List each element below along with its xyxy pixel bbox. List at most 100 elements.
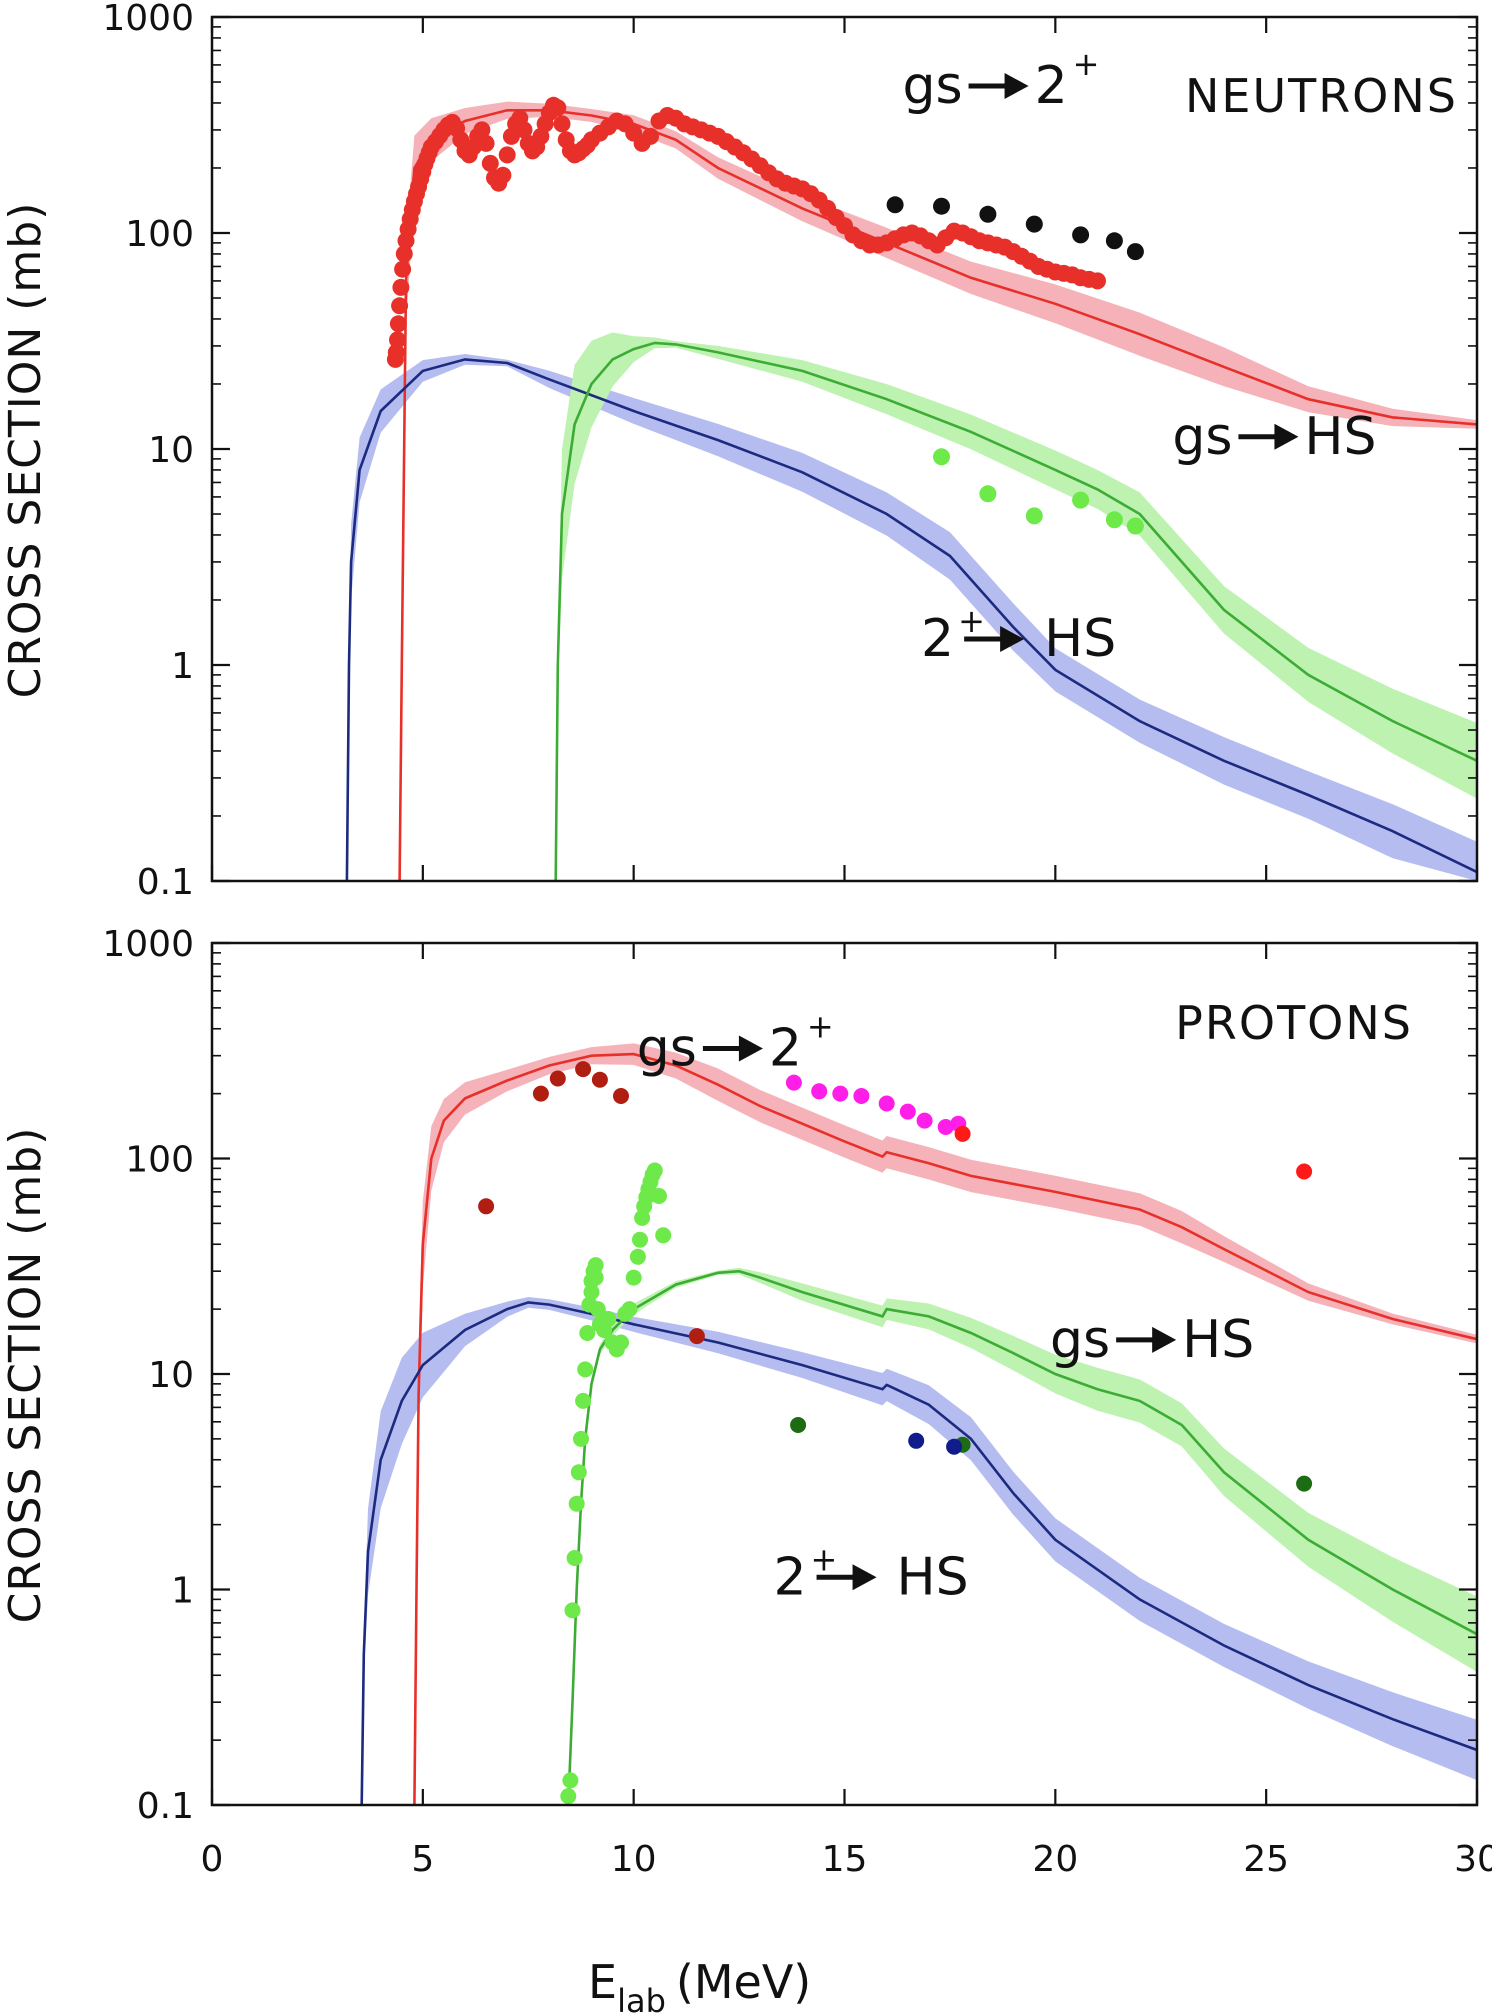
protons-data-point [621, 1301, 638, 1318]
neutrons-data-point [1089, 272, 1106, 290]
protons-annotation-rhs: HS [1182, 1310, 1254, 1370]
neutrons-annotation-rhs-sup: + [1073, 45, 1100, 83]
protons-y-tick-label: 100 [125, 1140, 194, 1181]
neutrons-series-band-2 [555, 332, 1477, 881]
protons-panel: 0 5 10 15 20 25 30 0.1 1 10 100 1000 CROSS SECTION … [0, 924, 1492, 1880]
neutrons-annotation-rhs: HS [1304, 407, 1376, 467]
neutrons-data-point [498, 146, 516, 164]
neutrons-annotation-0: gs 2 + [902, 45, 1099, 116]
neutrons-series-line-2 [554, 341, 1478, 882]
protons-data-point [560, 1788, 577, 1805]
protons-y-tick-label: 1000 [102, 924, 194, 965]
protons-data-point [587, 1257, 604, 1274]
protons-x-tick-label: 25 [1243, 1839, 1289, 1880]
protons-annotation-rhs: HS [897, 1547, 969, 1607]
neutrons-annotation-arrowhead [1274, 423, 1299, 450]
protons-x-tick-label: 0 [201, 1839, 224, 1880]
protons-data-point [811, 1083, 828, 1100]
neutrons-data-point [392, 278, 410, 296]
protons-annotation-1: gs HS [1050, 1310, 1254, 1370]
protons-data-point [646, 1162, 663, 1179]
neutrons-data-point [1105, 511, 1123, 529]
protons-data-point [577, 1361, 594, 1378]
protons-data-point [1296, 1475, 1313, 1492]
protons-data-point [785, 1074, 802, 1091]
neutrons-annotation-1: gs HS [1172, 407, 1376, 467]
protons-data-point [573, 1430, 589, 1447]
protons-x-tick-label: 20 [1032, 1839, 1078, 1880]
protons-data-point [629, 1248, 646, 1265]
protons-series-band-1 [361, 1297, 1478, 1805]
neutrons-data-point [494, 166, 512, 184]
neutrons-annotation-rhs: HS [1044, 609, 1116, 669]
neutrons-panel: 0.1 1 10 100 1000 CROSS SECTION (mb) NEUTRON… [0, 0, 1479, 903]
neutrons-data-point [886, 196, 904, 214]
x-axis-label-main: E [588, 1955, 617, 2009]
neutrons-annotation-lhs: gs [1172, 407, 1232, 467]
neutrons-data-point [394, 260, 412, 278]
protons-series-line-0 [413, 1052, 1478, 1806]
neutrons-data-point [1126, 517, 1144, 535]
protons-data-point [632, 1231, 648, 1248]
neutrons-data-point [477, 134, 495, 152]
protons-data-point [575, 1061, 592, 1078]
neutrons-annotation-arrowhead [1004, 72, 1029, 99]
neutrons-data-point [979, 485, 997, 503]
protons-data-point [625, 1269, 642, 1286]
protons-data-point [568, 1495, 585, 1512]
neutrons-data-point [389, 315, 407, 333]
protons-data-point [651, 1188, 667, 1204]
protons-data-point [583, 1284, 600, 1301]
protons-annotation-arrowhead [1152, 1326, 1177, 1353]
protons-series-line-1 [360, 1301, 1478, 1806]
protons-annotation-rhs-sup: + [807, 1008, 834, 1046]
protons-data-point [916, 1112, 933, 1129]
protons-data-point [878, 1095, 895, 1112]
protons-data-point [853, 1088, 870, 1104]
protons-data-point [579, 1325, 596, 1341]
neutrons-data-point [1105, 232, 1123, 250]
protons-annotation-0: gs 2 + [637, 1008, 834, 1079]
protons-data-point [954, 1125, 971, 1142]
protons-data-point [589, 1301, 606, 1318]
neutrons-annotation-2: 2 + HS [921, 602, 1116, 669]
protons-data-point [1296, 1163, 1313, 1180]
protons-data-point [570, 1464, 587, 1481]
protons-annotation-lhs: 2 [773, 1547, 806, 1607]
neutrons-annotation-rhs: 2 [1035, 56, 1068, 116]
neutrons-series-band-0 [399, 101, 1478, 882]
protons-y-tick-label: 10 [148, 1355, 194, 1396]
neutrons-data-point [979, 205, 997, 223]
protons-data-point [832, 1085, 849, 1102]
neutrons-data-point [387, 343, 405, 361]
neutrons-data-point [481, 154, 499, 172]
protons-x-tick-label: 10 [611, 1839, 657, 1880]
neutrons-annotation-lhs: 2 [921, 609, 954, 669]
protons-data-point [566, 1550, 583, 1566]
protons-data-point [575, 1392, 592, 1409]
neutrons-annotation-lhs-sup: + [958, 602, 985, 640]
neutrons-data-point [553, 115, 571, 133]
protons-data-point [564, 1602, 581, 1619]
protons-data-point [549, 1070, 566, 1087]
protons-series-band-2 [568, 1267, 1477, 1805]
neutrons-panel-label: NEUTRONS [1185, 69, 1458, 123]
neutrons-y-tick-label: 0.1 [137, 862, 194, 903]
neutrons-annotation-lhs: gs [902, 56, 962, 116]
protons-data-point [562, 1772, 579, 1789]
protons-y-tick-label: 0.1 [137, 1786, 194, 1827]
protons-data-point [688, 1328, 705, 1345]
protons-annotation-lhs: gs [637, 1019, 697, 1079]
neutrons-data-point [1072, 491, 1090, 509]
protons-y-axis-label: CROSS SECTION (mb) [0, 1127, 51, 1624]
protons-panel-label: PROTONS [1175, 996, 1413, 1050]
protons-data-point [937, 1119, 954, 1135]
protons-data-point [587, 1269, 604, 1286]
neutrons-data-point [389, 331, 406, 349]
protons-data-point [790, 1417, 807, 1433]
neutrons-data-point [642, 127, 659, 145]
neutrons-data-point [1025, 507, 1043, 525]
protons-annotation-lhs-sup: + [811, 1540, 838, 1578]
neutrons-y-tick-label: 10 [148, 430, 194, 471]
